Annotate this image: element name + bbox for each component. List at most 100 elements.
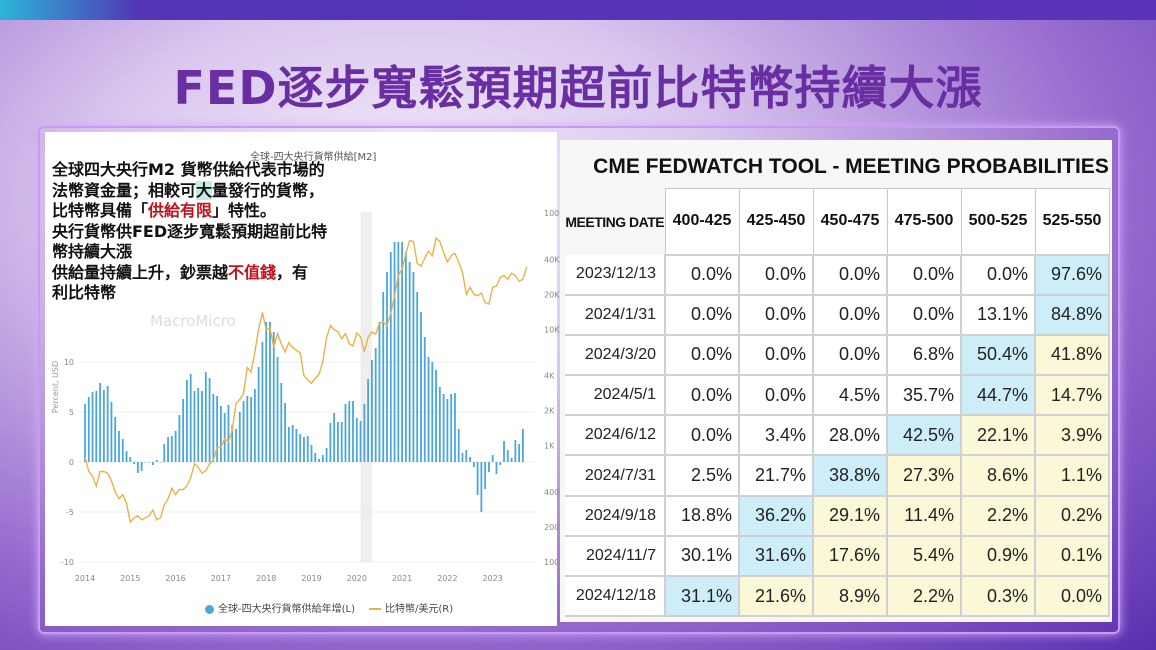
probability-cell: 0.0% bbox=[886, 253, 962, 296]
m2-growth-bar bbox=[363, 404, 366, 462]
m2-growth-bar bbox=[340, 422, 343, 462]
y2-tick-label: 400 bbox=[544, 488, 559, 497]
m2-growth-bar bbox=[182, 399, 185, 462]
y2-tick-label: 1K bbox=[544, 442, 555, 451]
m2-growth-bar bbox=[397, 242, 400, 462]
m2-growth-bar bbox=[136, 462, 139, 473]
probability-cell: 3.9% bbox=[1034, 414, 1110, 457]
m2-growth-bar bbox=[174, 431, 177, 462]
m2-growth-bar bbox=[355, 418, 358, 462]
m2-bitcoin-chart: 10 5 0 -5 -10 100K 40K 20K 10K 4K 2K 1K 400 200 100 201… bbox=[51, 209, 560, 583]
m2-growth-bar bbox=[374, 348, 377, 462]
m2-growth-bar bbox=[378, 322, 381, 462]
chart-panel bbox=[45, 132, 557, 626]
m2-growth-bar bbox=[257, 367, 260, 462]
probability-cell: 29.1% bbox=[812, 494, 888, 537]
annotation-text-span: 利比特幣 bbox=[52, 283, 117, 302]
recession-shade bbox=[360, 212, 372, 562]
annotation-text-span: 大 bbox=[196, 180, 213, 200]
m2-growth-bar bbox=[412, 272, 415, 462]
annotation-line: 幣持續大漲 bbox=[52, 242, 327, 263]
annotation-text-span: 量發行的貨幣， bbox=[212, 180, 325, 200]
m2-growth-bar bbox=[420, 312, 422, 462]
legend-item-btc[interactable]: 比特幣/美元(R) bbox=[368, 600, 453, 615]
probability-cell: 0.0% bbox=[664, 293, 740, 336]
annotation-text: 全球四大央行M2 貨幣供給代表市場的 法幣資金量；相較可大量發行的貨幣， 比特幣具備… bbox=[52, 160, 327, 304]
probability-cell: 22.1% bbox=[960, 414, 1036, 457]
annotation-text-span: 幣持續大漲 bbox=[52, 242, 133, 261]
annotation-line: 利比特幣 bbox=[52, 283, 327, 304]
probability-cell: 0.0% bbox=[664, 374, 740, 417]
m2-growth-bar bbox=[284, 403, 286, 462]
m2-growth-bar bbox=[416, 292, 419, 462]
m2-growth-bar bbox=[129, 457, 132, 462]
table-row: 2024/1/31 0.0% 0.0% 0.0% 0.0% 13.1% 84.8% bbox=[565, 293, 1110, 336]
fedwatch-table: MEETING DATE 400-425 425-450 450-475 475-500… bbox=[565, 188, 1110, 618]
probability-cell: 3.4% bbox=[738, 414, 814, 457]
m2-growth-bar bbox=[518, 444, 521, 462]
table-row: 2024/7/31 2.5% 21.7% 38.8% 27.3% 8.6% 1.1% bbox=[565, 454, 1110, 497]
m2-growth-bar bbox=[246, 396, 249, 462]
m2-growth-bar bbox=[208, 378, 211, 462]
probability-cell: 44.7% bbox=[960, 374, 1036, 417]
m2-growth-bar bbox=[488, 462, 490, 472]
probability-cell: 0.0% bbox=[738, 253, 814, 296]
header-rate-450-475: 450-475 bbox=[812, 188, 888, 255]
m2-growth-bar bbox=[242, 401, 245, 462]
m2-growth-bar bbox=[99, 383, 101, 462]
m2-growth-bar bbox=[114, 417, 117, 462]
meeting-date-cell: 2023/12/13 bbox=[565, 254, 665, 296]
m2-growth-bar bbox=[318, 459, 320, 462]
m2-growth-bar bbox=[295, 429, 298, 462]
table-row: 2024/9/18 18.8% 36.2% 29.1% 11.4% 2.2% 0.2% bbox=[565, 494, 1110, 537]
m2-growth-bar bbox=[461, 453, 464, 462]
legend-line-icon bbox=[368, 608, 381, 610]
annotation-text-span: ，有 bbox=[276, 262, 309, 282]
probability-cell: 0.0% bbox=[664, 333, 740, 377]
probability-cell: 31.1% bbox=[664, 574, 740, 618]
probability-cell: 0.9% bbox=[960, 534, 1036, 578]
probability-cell: 0.0% bbox=[886, 293, 962, 336]
m2-growth-bar bbox=[216, 396, 219, 462]
top-banner bbox=[0, 0, 1156, 20]
x-tick-label: 2018 bbox=[256, 574, 276, 583]
m2-growth-bar bbox=[201, 391, 203, 462]
probability-cell: 28.0% bbox=[812, 414, 888, 457]
probability-cell: 38.8% bbox=[812, 454, 888, 497]
probability-cell: 0.0% bbox=[738, 374, 814, 417]
header-rate-525-550: 525-550 bbox=[1034, 188, 1110, 255]
x-tick-label: 2020 bbox=[347, 574, 367, 583]
annotation-line: 供給量持續上升，鈔票越不值錢，有 bbox=[52, 263, 327, 284]
m2-growth-bar bbox=[140, 462, 143, 471]
m2-growth-bar bbox=[314, 453, 317, 462]
probability-cell: 30.1% bbox=[664, 534, 740, 578]
m2-growth-bar bbox=[480, 462, 483, 512]
m2-growth-bar bbox=[163, 444, 166, 462]
probability-cell: 17.6% bbox=[812, 534, 888, 578]
m2-growth-bar bbox=[238, 412, 241, 462]
table-row: 2023/12/13 0.0% 0.0% 0.0% 0.0% 0.0% 97.6% bbox=[565, 253, 1110, 296]
m2-growth-bar bbox=[476, 462, 479, 495]
x-tick-label: 2022 bbox=[437, 574, 457, 583]
m2-growth-bar bbox=[265, 322, 268, 462]
table-row: 2024/6/12 0.0% 3.4% 28.0% 42.5% 22.1% 3.9% bbox=[565, 414, 1110, 457]
m2-growth-bar bbox=[261, 342, 264, 462]
m2-growth-bar bbox=[106, 386, 109, 462]
x-tick-label: 2016 bbox=[165, 574, 185, 583]
m2-growth-bar bbox=[371, 360, 373, 462]
m2-growth-bar bbox=[178, 415, 181, 462]
probability-cell: 8.6% bbox=[960, 454, 1036, 497]
m2-growth-bar bbox=[450, 394, 453, 462]
legend-item-m2[interactable]: 全球-四大央行貨幣供給年增(L) bbox=[205, 600, 355, 615]
annotation-text-span: 比特幣具備「 bbox=[52, 201, 149, 220]
m2-growth-bar bbox=[253, 389, 256, 462]
m2-growth-bar bbox=[212, 394, 215, 462]
table-row: 2024/11/7 30.1% 31.6% 17.6% 5.4% 0.9% 0.1% bbox=[565, 534, 1110, 578]
m2-growth-bar bbox=[495, 462, 498, 474]
probability-cell: 35.7% bbox=[886, 374, 962, 417]
m2-growth-bar bbox=[321, 455, 324, 462]
meeting-date-cell: 2024/6/12 bbox=[565, 415, 665, 457]
m2-growth-bar bbox=[382, 292, 385, 462]
y-tick-label: 10 bbox=[64, 358, 74, 367]
y-axis-label: Percent, USD bbox=[51, 361, 60, 413]
